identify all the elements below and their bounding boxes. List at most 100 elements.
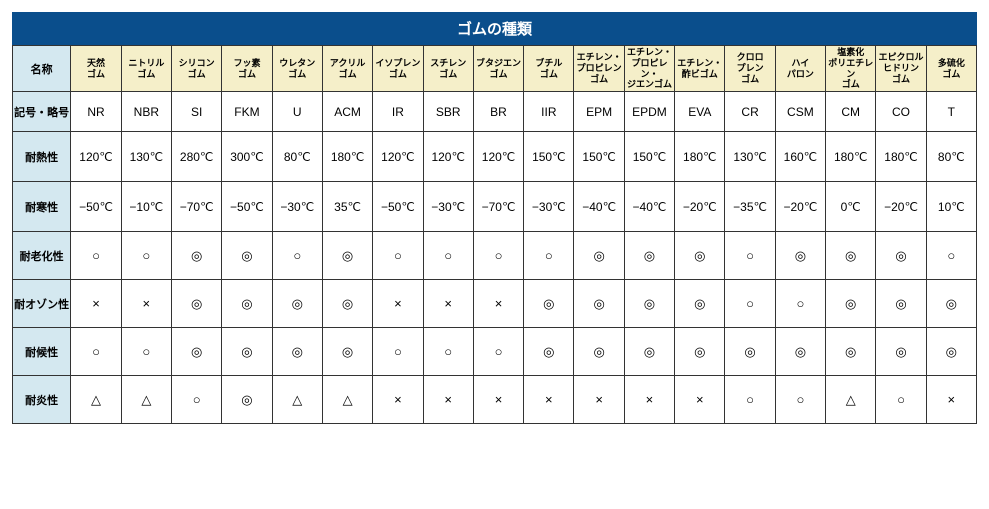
cell-value: ◎ [543, 296, 554, 311]
row-label: 耐老化性 [13, 232, 71, 280]
cell-value: ○ [92, 344, 100, 359]
table-cell: ○ [373, 328, 423, 376]
table-cell: 80℃ [272, 132, 322, 182]
cell-value: −30℃ [431, 200, 465, 214]
cell-value: IR [392, 105, 404, 119]
table-cell: × [121, 280, 171, 328]
cell-value: −40℃ [582, 200, 616, 214]
cell-value: △ [91, 392, 101, 407]
row-label: 記号・略号 [13, 92, 71, 132]
table-cell: ◎ [222, 376, 272, 424]
cell-value: ◎ [845, 248, 856, 263]
table-cell: ◎ [624, 280, 674, 328]
table-cell: IR [373, 92, 423, 132]
cell-value: ◎ [946, 344, 957, 359]
table-cell: ○ [775, 280, 825, 328]
cell-value: 180℃ [884, 150, 918, 164]
column-header: 多硫化ゴム [926, 46, 976, 92]
table-cell: ○ [121, 328, 171, 376]
cell-value: −40℃ [633, 200, 667, 214]
column-header-text: イソプレンゴム [375, 58, 420, 79]
column-header: ブチルゴム [524, 46, 574, 92]
cell-value: △ [846, 392, 856, 407]
cell-value: 120℃ [482, 150, 516, 164]
cell-value: ◎ [342, 296, 353, 311]
table-cell: ○ [524, 232, 574, 280]
table-cell: △ [71, 376, 121, 424]
cell-value: × [696, 392, 704, 407]
cell-value: ◎ [191, 296, 202, 311]
table-cell: ○ [423, 328, 473, 376]
column-header-text: 塩素化ポリエチレンゴム [828, 47, 873, 89]
column-header: イソプレンゴム [373, 46, 423, 92]
cell-value: × [444, 392, 452, 407]
table-cell: 120℃ [473, 132, 523, 182]
table-cell: ○ [71, 328, 121, 376]
table-cell: CSM [775, 92, 825, 132]
column-header-text: クロロプレンゴム [737, 52, 764, 84]
table-cell: T [926, 92, 976, 132]
table-cell: −20℃ [876, 182, 926, 232]
table-cell: ○ [926, 232, 976, 280]
cell-value: −20℃ [683, 200, 717, 214]
cell-value: SI [191, 105, 202, 119]
table-cell: ○ [473, 232, 523, 280]
table-cell: × [373, 376, 423, 424]
table-cell: ○ [725, 376, 775, 424]
cell-value: ◎ [895, 296, 906, 311]
table-cell: ◎ [322, 328, 372, 376]
table-cell: × [473, 280, 523, 328]
cell-value: −10℃ [129, 200, 163, 214]
table-cell: 180℃ [876, 132, 926, 182]
cell-value: 300℃ [230, 150, 264, 164]
cell-value: ◎ [342, 248, 353, 263]
table-cell: EVA [675, 92, 725, 132]
table-cell: −30℃ [524, 182, 574, 232]
table-cell: SBR [423, 92, 473, 132]
table-cell: −50℃ [222, 182, 272, 232]
row-label-text: 耐候性 [25, 347, 58, 359]
cell-value: SBR [436, 105, 461, 119]
cell-value: −50℃ [381, 200, 415, 214]
column-header-text: スチレンゴム [430, 58, 466, 79]
cell-value: 120℃ [79, 150, 113, 164]
cell-value: 80℃ [284, 150, 311, 164]
column-header: エチレン・プロピレン・ジエンゴム [624, 46, 674, 92]
column-header-text: ブチルゴム [535, 58, 562, 79]
cell-value: −50℃ [79, 200, 113, 214]
row-label: 耐炎性 [13, 376, 71, 424]
table-cell: 280℃ [171, 132, 221, 182]
row-label-text: 名称 [31, 64, 53, 76]
table-cell: ◎ [272, 328, 322, 376]
table-cell: 120℃ [71, 132, 121, 182]
table-cell: 150℃ [574, 132, 624, 182]
table-cell: ○ [423, 232, 473, 280]
cell-value: ○ [495, 248, 503, 263]
cell-value: △ [141, 392, 151, 407]
table-cell: ○ [725, 232, 775, 280]
row-label-text: 耐熱性 [25, 152, 58, 164]
table-cell: ◎ [775, 232, 825, 280]
table-cell: 160℃ [775, 132, 825, 182]
table-cell: −10℃ [121, 182, 171, 232]
cell-value: × [143, 296, 151, 311]
table-cell: −20℃ [775, 182, 825, 232]
table-cell: ◎ [725, 328, 775, 376]
cell-value: T [948, 105, 955, 119]
cell-value: NR [87, 105, 104, 119]
cell-value: × [394, 296, 402, 311]
table-cell: △ [121, 376, 171, 424]
cell-value: ◎ [895, 248, 906, 263]
cell-value: EPM [586, 105, 612, 119]
table-cell: 180℃ [826, 132, 876, 182]
table-cell: × [624, 376, 674, 424]
cell-value: ◎ [644, 344, 655, 359]
cell-value: 180℃ [683, 150, 717, 164]
cell-value: 180℃ [331, 150, 365, 164]
cell-value: ◎ [241, 392, 252, 407]
table-cell: 120℃ [423, 132, 473, 182]
table-cell: −50℃ [71, 182, 121, 232]
cell-value: ◎ [593, 344, 604, 359]
column-header: ブタジエンゴム [473, 46, 523, 92]
table-cell: CR [725, 92, 775, 132]
